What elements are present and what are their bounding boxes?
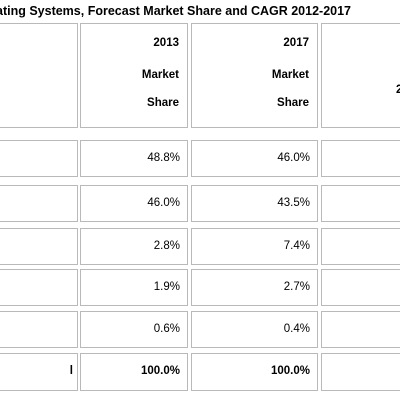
row4-share-2013: 1.9% — [153, 281, 180, 293]
total-2013-cell: 100.0% — [80, 353, 188, 391]
row3-cagr-cell — [321, 228, 400, 265]
total-label-cell: l — [0, 353, 78, 391]
row3-share-2017: 7.4% — [283, 240, 310, 252]
row3-label-cell — [0, 228, 78, 265]
row2-2017-cell: 43.5% — [191, 185, 318, 222]
header-cagr-cell: 2 — [321, 23, 400, 128]
row1-cagr-cell — [321, 140, 400, 177]
header-2013-cell: 2013 Market Share — [80, 23, 188, 128]
row2-cagr-cell — [321, 185, 400, 222]
row1-2017-cell: 46.0% — [191, 140, 318, 177]
row5-2013-cell: 0.6% — [80, 311, 188, 348]
row5-share-2013: 0.6% — [153, 323, 180, 335]
row1-label-cell — [0, 140, 78, 177]
header-2017-year: 2017 — [283, 37, 309, 49]
header-2017-share: Share — [277, 97, 309, 109]
total-share-2013: 100.0% — [140, 365, 180, 377]
row1-share-2013: 48.8% — [147, 152, 180, 164]
header-2013-market: Market — [141, 69, 179, 81]
row1-share-2017: 46.0% — [277, 152, 310, 164]
row5-2017-cell: 0.4% — [191, 311, 318, 348]
row5-cagr-cell — [321, 311, 400, 348]
row4-label-cell — [0, 269, 78, 306]
row4-2013-cell: 1.9% — [80, 269, 188, 306]
total-share-2017: 100.0% — [270, 365, 310, 377]
header-2013-year: 2013 — [153, 37, 179, 49]
header-label-cell — [0, 23, 78, 128]
header-2017-market: Market — [271, 69, 309, 81]
row4-2017-cell: 2.7% — [191, 269, 318, 306]
row3-share-2013: 2.8% — [153, 240, 180, 252]
row1-2013-cell: 48.8% — [80, 140, 188, 177]
row3-2017-cell: 7.4% — [191, 228, 318, 265]
header-2017-cell: 2017 Market Share — [191, 23, 318, 128]
row2-share-2017: 43.5% — [277, 197, 310, 209]
row2-2013-cell: 46.0% — [80, 185, 188, 222]
table-title: ating Systems, Forecast Market Share and… — [0, 4, 352, 18]
total-cagr-cell — [321, 353, 400, 391]
header-cagr-fragment: 2 — [396, 84, 400, 96]
total-label: l — [69, 365, 73, 377]
row4-cagr-cell — [321, 269, 400, 306]
row2-share-2013: 46.0% — [147, 197, 180, 209]
row5-share-2017: 0.4% — [283, 323, 310, 335]
row4-share-2017: 2.7% — [283, 281, 310, 293]
row2-label-cell — [0, 185, 78, 222]
row5-label-cell — [0, 311, 78, 348]
total-2017-cell: 100.0% — [191, 353, 318, 391]
header-2013-share: Share — [147, 97, 179, 109]
row3-2013-cell: 2.8% — [80, 228, 188, 265]
